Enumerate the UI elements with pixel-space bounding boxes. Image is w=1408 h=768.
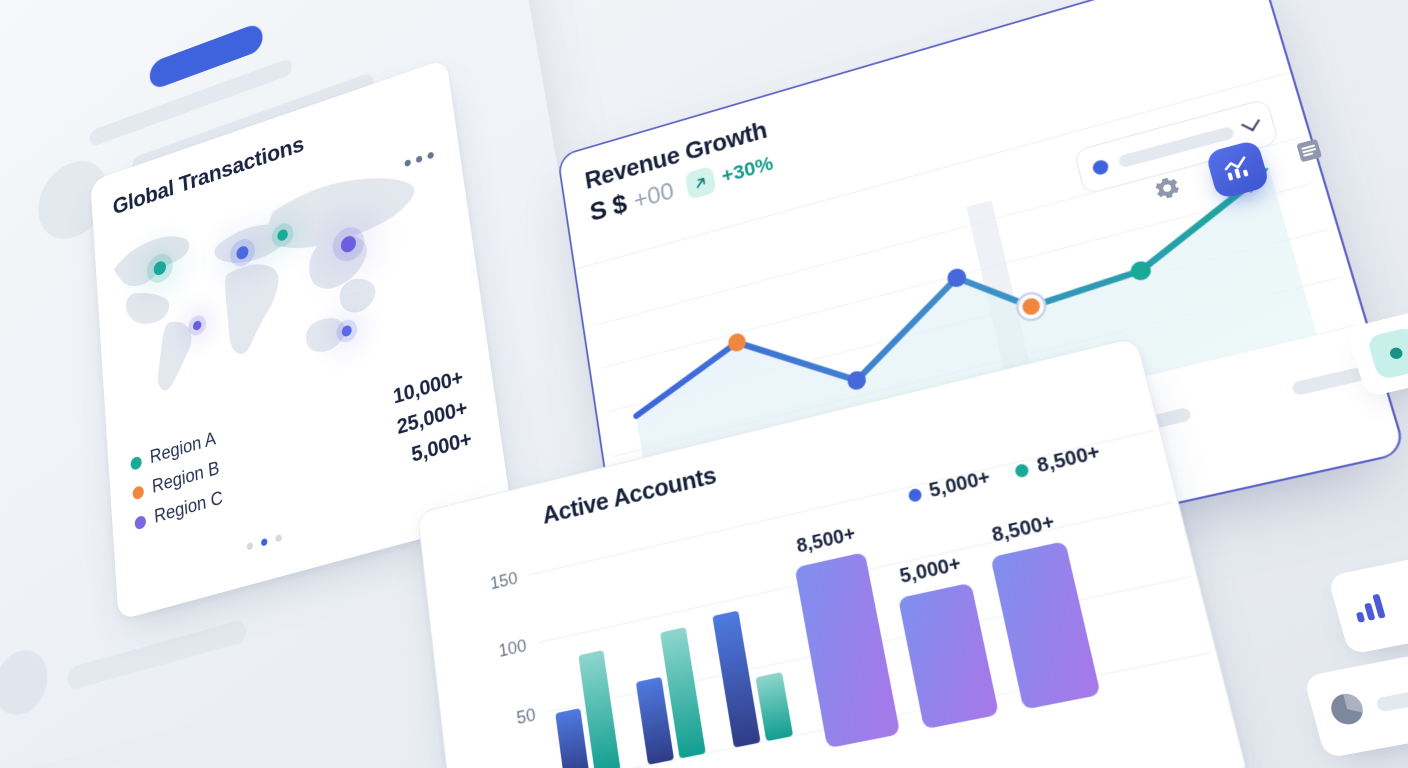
pager-dot[interactable] — [246, 541, 254, 551]
map-marker[interactable] — [192, 319, 202, 331]
revenue-growth-card[interactable]: Revenue Growth S $ +00 +30% — [556, 0, 1408, 626]
map-marker[interactable] — [341, 324, 353, 338]
svg-text:50: 50 — [515, 703, 536, 728]
revenue-line-chart — [592, 119, 1376, 566]
line-chart-icon[interactable] — [1205, 139, 1271, 200]
svg-text:8,500+: 8,500+ — [990, 512, 1057, 547]
svg-text:5,000+: 5,000+ — [898, 553, 963, 588]
map-marker[interactable] — [340, 234, 357, 255]
accounts-bar-chart: 150 100 50 0 8,500+ 5,000+ 8,500+ — [443, 385, 1239, 768]
skeleton-line — [67, 618, 248, 691]
top-toolbar — [1140, 71, 1408, 233]
legend-color-swatch — [132, 484, 145, 501]
svg-text:150: 150 — [489, 567, 519, 593]
carousel-pager[interactable] — [246, 533, 283, 551]
edge-card-bar-chart[interactable] — [1327, 544, 1408, 655]
map-marker[interactable] — [236, 244, 250, 261]
pager-dot[interactable] — [275, 533, 283, 543]
list-document-icon[interactable] — [1290, 133, 1329, 168]
map-marker[interactable] — [276, 228, 288, 243]
map-marker[interactable] — [153, 259, 167, 277]
data-point — [845, 369, 868, 392]
map-legend: Region A Region B Region C — [130, 428, 225, 543]
x-label-skeleton — [1291, 366, 1366, 397]
trend-value: +30% — [719, 151, 775, 188]
gear-icon[interactable] — [1147, 170, 1186, 207]
revenue-amount: +00 — [631, 177, 676, 215]
teal-badge-icon — [1366, 326, 1408, 381]
skeleton-avatar — [0, 643, 49, 722]
pie-chart-icon — [1325, 688, 1370, 734]
currency-symbol: S $ — [588, 189, 629, 228]
skeleton-line — [0, 697, 298, 768]
edge-card-skeleton-label — [1375, 686, 1408, 713]
global-transactions-card[interactable]: Global Transactions — [90, 58, 513, 621]
arrow-up-right-icon — [684, 165, 717, 201]
map-values: 10,000+ 25,000+ 5,000+ — [392, 366, 474, 478]
active-accounts-card[interactable]: Active Accounts 5,000+ 8,500+ — [417, 336, 1251, 768]
world-map — [93, 109, 487, 454]
pager-dot-active[interactable] — [260, 537, 268, 547]
bar-chart-icon — [1350, 590, 1393, 627]
svg-text:8,500+: 8,500+ — [795, 524, 857, 558]
svg-text:100: 100 — [497, 634, 527, 661]
edge-card-pie-chart[interactable] — [1303, 643, 1408, 759]
legend-color-swatch — [134, 514, 147, 530]
legend-color-swatch — [130, 454, 143, 471]
edge-card-badge[interactable] — [1346, 296, 1408, 398]
data-point — [945, 266, 969, 290]
